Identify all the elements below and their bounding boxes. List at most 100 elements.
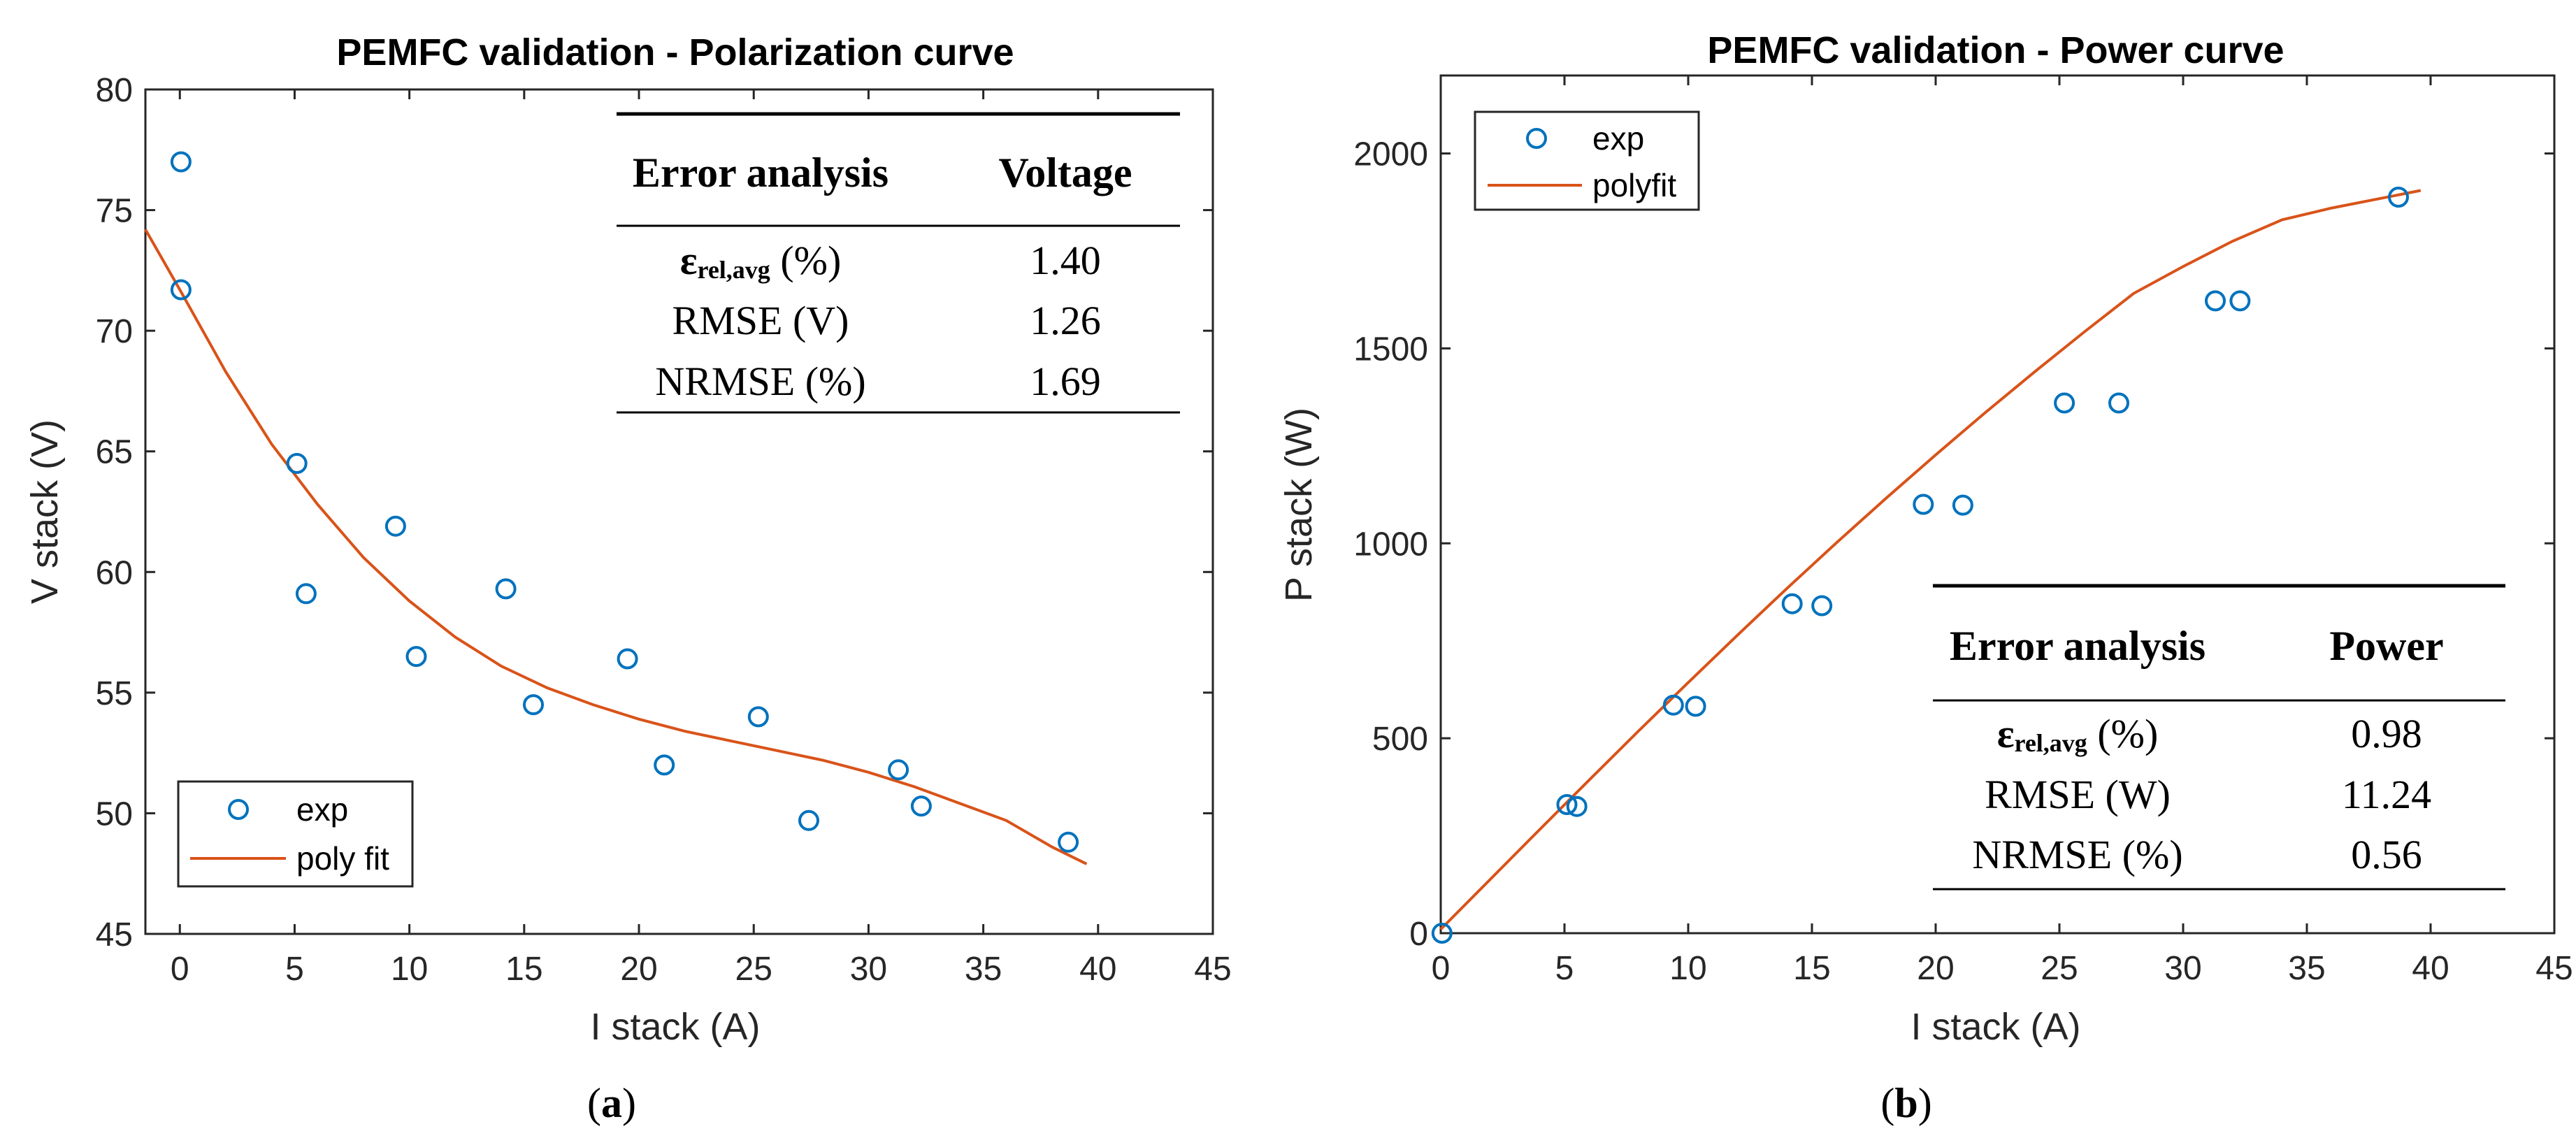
- x-tick-label: 30: [2164, 950, 2201, 987]
- series-poly-fit-a: [144, 229, 1088, 865]
- series-exp-a: [170, 151, 1079, 853]
- table-header-value: Voltage: [998, 150, 1132, 196]
- data-point: [405, 646, 427, 668]
- caption-paren: ): [1918, 1080, 1932, 1126]
- table-row-value: 1.26: [1030, 298, 1101, 343]
- caption-letter: a: [601, 1080, 622, 1126]
- table-row-label: εrel,avg (%): [1997, 711, 2159, 757]
- row-suffix: (%): [2087, 711, 2158, 756]
- data-point: [1811, 595, 1833, 617]
- data-point: [1685, 696, 1706, 717]
- data-point: [1556, 794, 1578, 815]
- x-tick-label: 45: [1194, 951, 1231, 988]
- y-tick-label: 80: [96, 72, 133, 109]
- y-tick-label: 1500: [1353, 331, 1428, 368]
- y-tick-label: 75: [96, 193, 133, 230]
- table-row-value: 1.69: [1030, 359, 1101, 404]
- data-point: [1952, 494, 1973, 516]
- panel-a: PEMFC validation - Polarization curve 0 …: [24, 31, 1232, 1126]
- x-tick-label: 10: [1669, 950, 1706, 987]
- y-tick-label: 0: [1409, 916, 1428, 953]
- table-row-label: RMSE (V): [672, 298, 849, 343]
- epsilon-subscript: rel,avg: [2015, 729, 2087, 757]
- caption-letter: b: [1894, 1080, 1917, 1126]
- data-point: [495, 578, 517, 600]
- axis-ticks-b: [1439, 75, 2556, 935]
- legend-label-fit: polyfit: [1592, 167, 1676, 203]
- legend-box: [177, 780, 414, 888]
- data-point: [654, 754, 675, 776]
- caption-b: (b): [1880, 1080, 1931, 1126]
- y-tick-labels-b: 0 500 1000 1500 2000: [1353, 136, 1428, 953]
- x-tick-label: 45: [2535, 950, 2573, 987]
- table-row-label: NRMSE (%): [655, 359, 865, 404]
- legend-label-fit: poly fit: [296, 840, 389, 877]
- x-tick-labels-a: 0 5 10 15 20 25 30 35 40 45: [171, 951, 1232, 988]
- caption-paren: (: [1880, 1080, 1894, 1126]
- panel-b: PEMFC validation - Power curve 0 5 10 15…: [1278, 29, 2573, 1126]
- error-table-b: Error analysis Power εrel,avg (%) 0.98 R…: [1933, 584, 2505, 891]
- x-tick-label: 30: [850, 951, 887, 988]
- data-point: [1566, 795, 1588, 817]
- data-point: [2388, 187, 2409, 208]
- data-point: [1431, 923, 1453, 944]
- fit-line-b: [1439, 189, 2422, 930]
- x-axis-label-a: I stack (A): [590, 1006, 760, 1048]
- data-point: [747, 706, 769, 728]
- table-row-value: 0.56: [2351, 832, 2422, 877]
- data-point: [295, 583, 317, 605]
- data-point: [2108, 392, 2129, 414]
- table-row-label: RMSE (W): [1985, 772, 2171, 817]
- y-tick-label: 55: [96, 675, 133, 712]
- legend-marker-exp: [228, 799, 249, 820]
- epsilon-symbol: ε: [1997, 711, 2015, 756]
- x-tick-label: 5: [285, 951, 304, 988]
- data-point: [617, 648, 638, 670]
- data-point: [286, 453, 308, 474]
- y-tick-labels-a: 45 50 55 60 65 70 75 80: [96, 72, 133, 953]
- data-point: [2205, 290, 2226, 312]
- table-row-value: 1.40: [1030, 238, 1101, 283]
- x-tick-label: 0: [171, 951, 189, 988]
- y-tick-label: 70: [96, 313, 133, 350]
- y-tick-label: 60: [96, 554, 133, 591]
- data-point: [1913, 494, 1934, 515]
- x-tick-label: 0: [1432, 950, 1451, 987]
- table-row-value: 0.98: [2351, 711, 2422, 756]
- table-header-label: Error analysis: [1950, 623, 2206, 669]
- y-tick-label: 500: [1372, 721, 1428, 758]
- fit-line-a: [144, 229, 1088, 865]
- table-row-label: εrel,avg (%): [680, 238, 842, 284]
- legend-a: exp poly fit: [177, 780, 414, 888]
- data-point: [170, 279, 192, 301]
- y-tick-label: 65: [96, 434, 133, 471]
- x-tick-label: 35: [2288, 950, 2325, 987]
- x-axis-label-b: I stack (A): [1911, 1006, 2080, 1048]
- legend-marker-exp: [1526, 128, 1547, 149]
- data-point: [798, 809, 819, 831]
- x-tick-label: 40: [2412, 950, 2449, 987]
- error-table-a: Error analysis Voltage εrel,avg (%) 1.40…: [617, 112, 1180, 414]
- caption-paren: (: [587, 1080, 601, 1126]
- x-tick-labels-b: 0 5 10 15 20 25 30 35 40 45: [1432, 950, 2573, 987]
- x-tick-label: 20: [1917, 950, 1954, 987]
- x-tick-label: 15: [505, 951, 542, 988]
- x-tick-label: 35: [965, 951, 1002, 988]
- row-suffix: (%): [770, 238, 841, 283]
- data-point: [910, 795, 932, 817]
- data-point: [2229, 290, 2251, 312]
- series-polyfit-b: [1439, 189, 2422, 930]
- epsilon-symbol: ε: [680, 238, 698, 283]
- data-point: [888, 759, 909, 781]
- data-point: [1662, 694, 1684, 716]
- legend-label-exp: exp: [1592, 120, 1644, 157]
- y-axis-label-b: P stack (W): [1278, 408, 1320, 602]
- table-header-value: Power: [2329, 623, 2443, 669]
- chart-title-b: PEMFC validation - Power curve: [1707, 29, 2284, 71]
- legend-label-exp: exp: [296, 791, 348, 828]
- x-tick-label: 25: [2041, 950, 2078, 987]
- legend-box: [1474, 110, 1700, 211]
- x-tick-label: 5: [1555, 950, 1574, 987]
- x-tick-label: 25: [735, 951, 772, 988]
